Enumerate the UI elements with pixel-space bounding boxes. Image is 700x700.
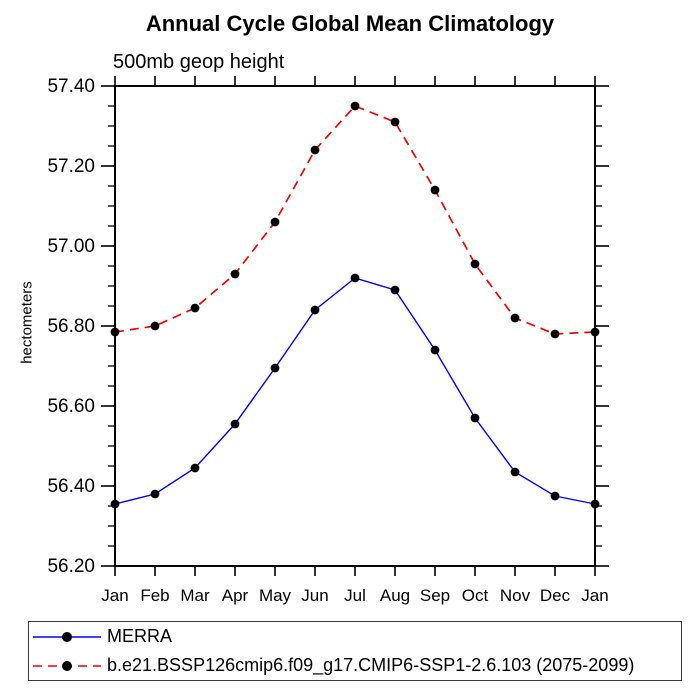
series-line-model bbox=[114, 104, 596, 335]
x-tick-label: Aug bbox=[380, 586, 410, 605]
x-tick-label: Sep bbox=[420, 586, 450, 605]
data-point bbox=[150, 489, 160, 499]
data-point bbox=[590, 327, 600, 337]
data-point bbox=[470, 259, 480, 269]
x-tick-label: Oct bbox=[462, 586, 489, 605]
data-point bbox=[430, 345, 440, 355]
data-point bbox=[430, 185, 440, 195]
plot-frame bbox=[114, 85, 596, 567]
chart-title: Annual Cycle Global Mean Climatology bbox=[145, 11, 555, 36]
x-tick-label: Dec bbox=[540, 586, 571, 605]
x-tick-label: Nov bbox=[500, 586, 531, 605]
y-tick-label: 56.80 bbox=[47, 316, 95, 337]
data-point bbox=[350, 101, 360, 111]
x-tick-label: Jul bbox=[344, 586, 366, 605]
x-tick-label: Jan bbox=[581, 586, 608, 605]
y-tick-label: 56.60 bbox=[47, 396, 95, 417]
data-point bbox=[590, 499, 600, 509]
data-point bbox=[510, 313, 520, 323]
data-point bbox=[190, 303, 200, 313]
merra-line-sample-icon bbox=[33, 631, 101, 642]
data-point bbox=[310, 145, 320, 155]
model-line-sample-icon bbox=[33, 660, 101, 671]
data-point bbox=[270, 217, 280, 227]
data-point bbox=[470, 413, 480, 423]
legend-row-merra: MERRA bbox=[29, 624, 681, 650]
y-tick-label: 56.20 bbox=[47, 556, 95, 577]
data-point bbox=[390, 285, 400, 295]
y-tick-label: 57.40 bbox=[47, 76, 95, 97]
legend-row-model: b.e21.BSSP126cmip6.f09_g17.CMIP6-SSP1-2.… bbox=[29, 653, 681, 679]
x-tick-label: Apr bbox=[222, 586, 249, 605]
data-point bbox=[110, 327, 120, 337]
x-tick-label: Jan bbox=[101, 586, 128, 605]
x-tick-label: Mar bbox=[180, 586, 210, 605]
x-tick-label: Jun bbox=[301, 586, 328, 605]
data-point bbox=[390, 117, 400, 127]
y-tick-label: 57.00 bbox=[47, 236, 95, 257]
legend: MERRA b.e21.BSSP126cmip6.f09_g17.CMIP6-S… bbox=[28, 621, 682, 681]
chart-subtitle: 500mb geop height bbox=[113, 51, 285, 73]
data-point bbox=[190, 463, 200, 473]
legend-label-merra: MERRA bbox=[107, 626, 173, 646]
y-tick-label: 56.40 bbox=[47, 476, 95, 497]
data-point bbox=[510, 467, 520, 477]
data-point bbox=[550, 329, 560, 339]
x-tick-label: May bbox=[259, 586, 292, 605]
data-point bbox=[270, 363, 280, 373]
data-point bbox=[230, 269, 240, 279]
data-point bbox=[110, 499, 120, 509]
data-point bbox=[550, 491, 560, 501]
data-point bbox=[350, 273, 360, 283]
x-tick-label: Feb bbox=[140, 586, 169, 605]
y-tick-label: 57.20 bbox=[47, 156, 95, 177]
data-point bbox=[150, 321, 160, 331]
legend-label-model: b.e21.BSSP126cmip6.f09_g17.CMIP6-SSP1-2.… bbox=[107, 655, 635, 675]
data-point bbox=[230, 419, 240, 429]
data-point bbox=[310, 305, 320, 315]
